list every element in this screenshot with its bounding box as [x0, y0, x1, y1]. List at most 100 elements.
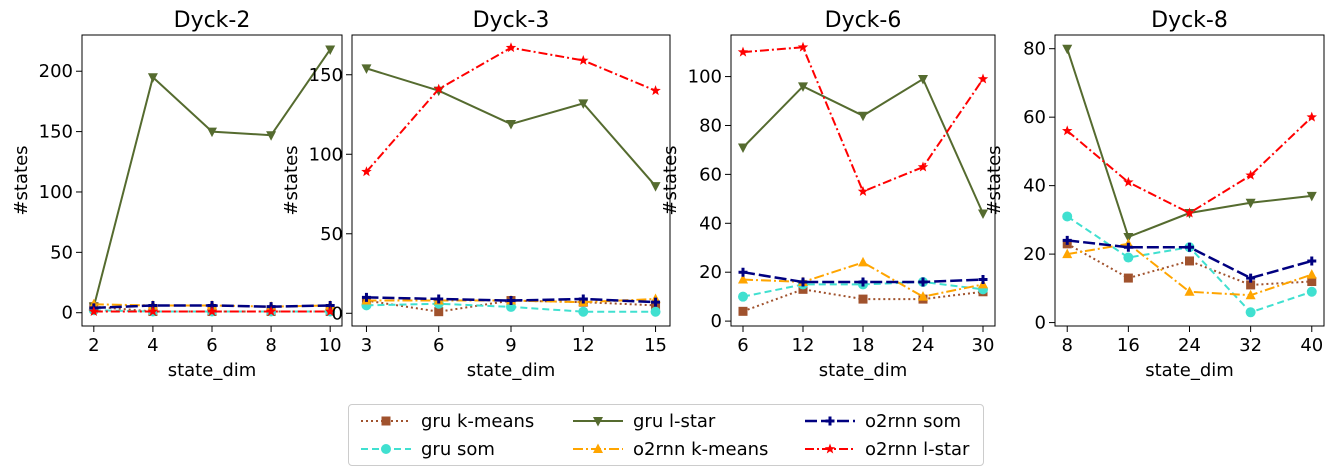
- y-tick-label: 0: [1035, 313, 1046, 334]
- data-point-o2rnn-kmeans: [738, 274, 748, 284]
- legend-swatch-marker: [381, 416, 391, 426]
- data-point-o2rnn-lstar: [650, 85, 661, 96]
- x-tick-label: 15: [644, 335, 667, 356]
- data-point-gru-som: [650, 306, 661, 317]
- y-tick-label: 20: [1023, 244, 1046, 265]
- chart-title: Dyck-2: [174, 8, 251, 33]
- y-tick-label: 100: [39, 182, 73, 203]
- data-point-o2rnn-som: [798, 277, 808, 287]
- series-line-o2rnn-lstar: [365, 46, 656, 173]
- data-point-gru-som: [578, 306, 589, 317]
- chart-panel-3: Dyck-6 6 12 18 24 30 0 20 40 60 80 100 state_dim #sta…: [660, 8, 996, 381]
- data-point-o2rnn-lstar: [797, 41, 809, 52]
- data-point-o2rnn-lstar: [1184, 207, 1195, 218]
- data-point-o2rnn-som: [1185, 242, 1194, 252]
- y-axis-label: #states: [660, 145, 681, 215]
- data-point-o2rnn-som: [434, 294, 444, 304]
- x-tick-label: 12: [792, 335, 815, 356]
- data-point-gru-som: [1062, 211, 1073, 222]
- legend-swatch-marker: [593, 443, 603, 453]
- x-tick-label: 40: [1300, 335, 1323, 356]
- legend-label-gru-som: gru som: [421, 438, 495, 460]
- data-point-gru-kmeans: [434, 307, 444, 317]
- legend-swatch-marker: [381, 444, 391, 454]
- data-point-gru-lstar: [147, 73, 158, 83]
- legend-swatch-o2rnn-som: [805, 416, 855, 426]
- y-tick-label: 0: [711, 311, 722, 332]
- legend-label-o2rnn-som: o2rnn som: [865, 410, 962, 432]
- x-tick-label: 30: [972, 335, 995, 356]
- data-point-o2rnn-kmeans: [1306, 269, 1317, 279]
- data-point-o2rnn-lstar: [324, 306, 336, 316]
- x-axis-label: state_dim: [819, 360, 908, 381]
- x-tick-label: 6: [737, 335, 748, 356]
- x-tick-label: 32: [1239, 335, 1262, 356]
- data-point-o2rnn-lstar: [505, 42, 517, 53]
- data-point-o2rnn-lstar: [977, 73, 989, 84]
- x-tick-label: 16: [1117, 335, 1140, 356]
- data-point-gru-lstar: [578, 99, 589, 109]
- chart-title: Dyck-6: [825, 8, 902, 33]
- legend-label-o2rnn-kmeans: o2rnn k-means: [633, 438, 769, 460]
- data-point-o2rnn-som: [1123, 242, 1133, 252]
- data-point-gru-lstar: [207, 127, 217, 138]
- data-point-o2rnn-lstar: [917, 161, 929, 172]
- data-point-o2rnn-kmeans: [1062, 248, 1073, 259]
- y-tick-label: 60: [1023, 107, 1046, 128]
- legend-entry-gru-lstar: gru l-star: [571, 409, 715, 433]
- data-point-gru-lstar: [506, 120, 516, 130]
- y-tick-label: 150: [309, 65, 343, 86]
- data-point-o2rnn-som: [918, 277, 928, 287]
- legend-label-gru-lstar: gru l-star: [633, 410, 716, 432]
- x-tick-label: 8: [1062, 335, 1073, 356]
- legend-entry-o2rnn-lstar: o2rnn l-star: [803, 437, 969, 461]
- x-tick-label: 24: [1178, 335, 1201, 356]
- data-point-gru-lstar: [1245, 198, 1256, 209]
- x-tick-label: 8: [265, 335, 276, 356]
- data-point-o2rnn-lstar: [433, 83, 444, 94]
- data-point-o2rnn-som: [978, 275, 988, 285]
- y-tick-label: 100: [309, 144, 343, 165]
- legend-swatch-marker: [824, 443, 836, 454]
- legend-label-gru-kmeans: gru k-means: [421, 410, 535, 432]
- legend-entry-gru-som: gru som: [359, 437, 495, 461]
- y-tick-label: 100: [688, 67, 722, 88]
- x-tick-label: 10: [319, 335, 342, 356]
- y-tick-label: 20: [699, 262, 722, 283]
- x-tick-label: 2: [88, 335, 99, 356]
- x-tick-label: 3: [361, 335, 372, 356]
- legend-label-o2rnn-lstar: o2rnn l-star: [865, 438, 970, 460]
- data-point-o2rnn-lstar: [578, 54, 589, 65]
- legend-entry-gru-kmeans: gru k-means: [359, 409, 534, 433]
- y-tick-label: 40: [1023, 176, 1046, 197]
- data-point-gru-lstar: [1062, 44, 1073, 55]
- legend-swatch-gru-lstar: [573, 417, 623, 427]
- data-point-gru-lstar: [918, 75, 928, 85]
- legend-swatch-o2rnn-lstar: [805, 443, 855, 454]
- x-tick-label: 4: [147, 335, 158, 356]
- data-point-gru-lstar: [650, 182, 661, 192]
- x-axis-label: state_dim: [467, 360, 556, 381]
- plot-area-frame: [351, 34, 671, 327]
- data-point-gru-som: [738, 291, 748, 302]
- data-point-gru-lstar: [978, 209, 988, 220]
- x-axis-label: state_dim: [168, 360, 257, 381]
- series-line-o2rnn-kmeans: [742, 261, 984, 298]
- x-tick-label: 6: [206, 335, 217, 356]
- plot-area-frame: [81, 34, 343, 327]
- legend-swatch-gru-som: [361, 444, 411, 454]
- data-point-o2rnn-som: [651, 297, 661, 307]
- legend-entry-o2rnn-som: o2rnn som: [803, 409, 961, 433]
- data-point-gru-som: [1306, 286, 1317, 297]
- data-point-o2rnn-lstar: [857, 186, 869, 196]
- plot-area-frame: [1054, 34, 1325, 327]
- data-point-o2rnn-lstar: [1245, 169, 1256, 180]
- legend: gru k-means gru som gru l-star o2rnn k-m…: [348, 404, 984, 466]
- y-tick-label: 50: [320, 224, 343, 245]
- y-tick-label: 0: [332, 303, 343, 324]
- y-tick-label: 50: [50, 242, 73, 263]
- y-tick-label: 60: [699, 164, 722, 185]
- x-tick-label: 24: [912, 335, 935, 356]
- data-point-o2rnn-som: [738, 267, 748, 277]
